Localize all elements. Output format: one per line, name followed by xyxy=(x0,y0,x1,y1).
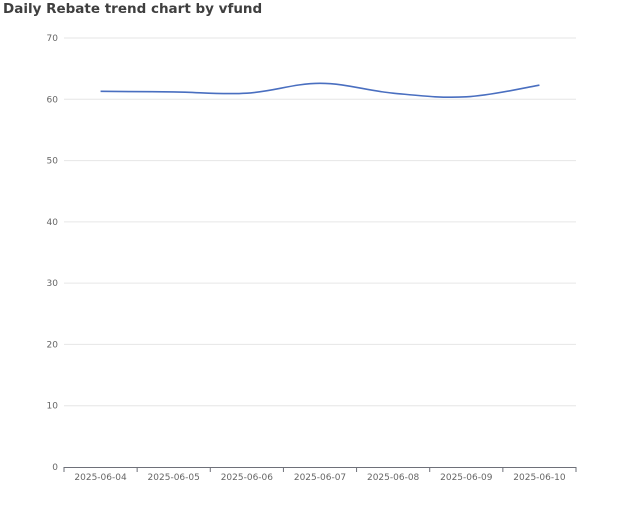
series-line xyxy=(100,82,540,99)
y-tick-label: 30 xyxy=(47,279,59,289)
data-point xyxy=(318,81,322,85)
data-point xyxy=(391,91,395,95)
x-axis xyxy=(63,467,577,472)
data-point xyxy=(172,90,176,94)
x-axis-tick-labels: 2025-06-04 2025-06-05 2025-06-06 2025-06-07… xyxy=(74,473,565,483)
y-tick-label: 40 xyxy=(47,218,59,228)
y-tick-label: 70 xyxy=(47,34,59,44)
x-tick-label: 2025-06-07 xyxy=(294,473,346,483)
y-tick-label: 60 xyxy=(47,95,59,105)
y-tick-label: 20 xyxy=(47,340,59,350)
y-tick-label: 10 xyxy=(47,402,59,412)
x-tick-label: 2025-06-04 xyxy=(74,473,127,483)
x-tick-label: 2025-06-08 xyxy=(367,473,420,483)
x-tick-label: 2025-06-05 xyxy=(148,473,200,483)
data-point xyxy=(537,83,541,87)
data-point xyxy=(98,89,102,93)
chart-title: Daily Rebate trend chart by vfund xyxy=(3,1,263,17)
data-point xyxy=(464,95,468,99)
gridlines xyxy=(64,37,576,407)
x-tick-label: 2025-06-09 xyxy=(440,473,493,483)
y-tick-label: 50 xyxy=(47,157,59,167)
series-layer xyxy=(98,81,541,99)
x-tick-label: 2025-06-10 xyxy=(513,473,566,483)
data-point xyxy=(245,91,249,95)
y-tick-label: 0 xyxy=(52,463,58,473)
x-tick-label: 2025-06-06 xyxy=(221,473,274,483)
y-axis-tick-labels: 0 10 20 30 40 50 60 70 xyxy=(47,34,59,473)
